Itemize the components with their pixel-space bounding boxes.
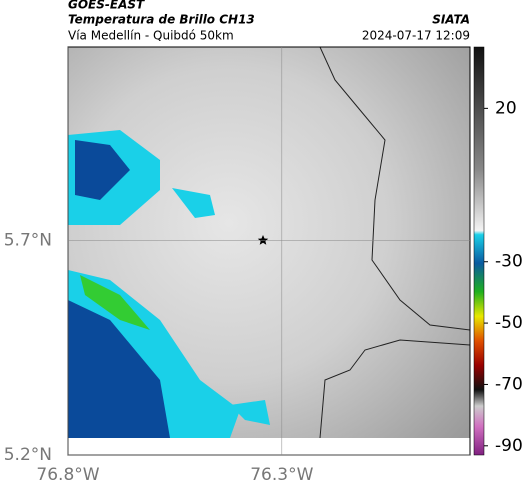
colorbar-tick-label: -90 bbox=[495, 436, 523, 456]
lon-tick-label: 76.3°W bbox=[250, 465, 313, 485]
product: Temperatura de Brillo CH13 bbox=[68, 13, 255, 27]
colorbar-tick-label: -50 bbox=[495, 313, 523, 333]
lat-tick-label: 5.7°N bbox=[4, 230, 52, 250]
colorbar-tick-label: -70 bbox=[495, 374, 523, 394]
agency: SIATA bbox=[432, 13, 470, 27]
map-image bbox=[68, 47, 470, 438]
lon-tick-label: 76.8°W bbox=[36, 465, 99, 485]
colorbar-tick-label: -30 bbox=[495, 252, 523, 272]
datetime: 2024-07-17 12:09 bbox=[362, 29, 470, 43]
colorbar-tick-label: 20 bbox=[495, 98, 517, 118]
location-marker bbox=[257, 235, 269, 245]
region: Vía Medellín - Quibdó 50km bbox=[68, 29, 234, 43]
lat-tick-label: 5.2°N bbox=[4, 445, 52, 465]
colorbar bbox=[473, 46, 485, 456]
source: GOES-EAST bbox=[68, 0, 145, 12]
